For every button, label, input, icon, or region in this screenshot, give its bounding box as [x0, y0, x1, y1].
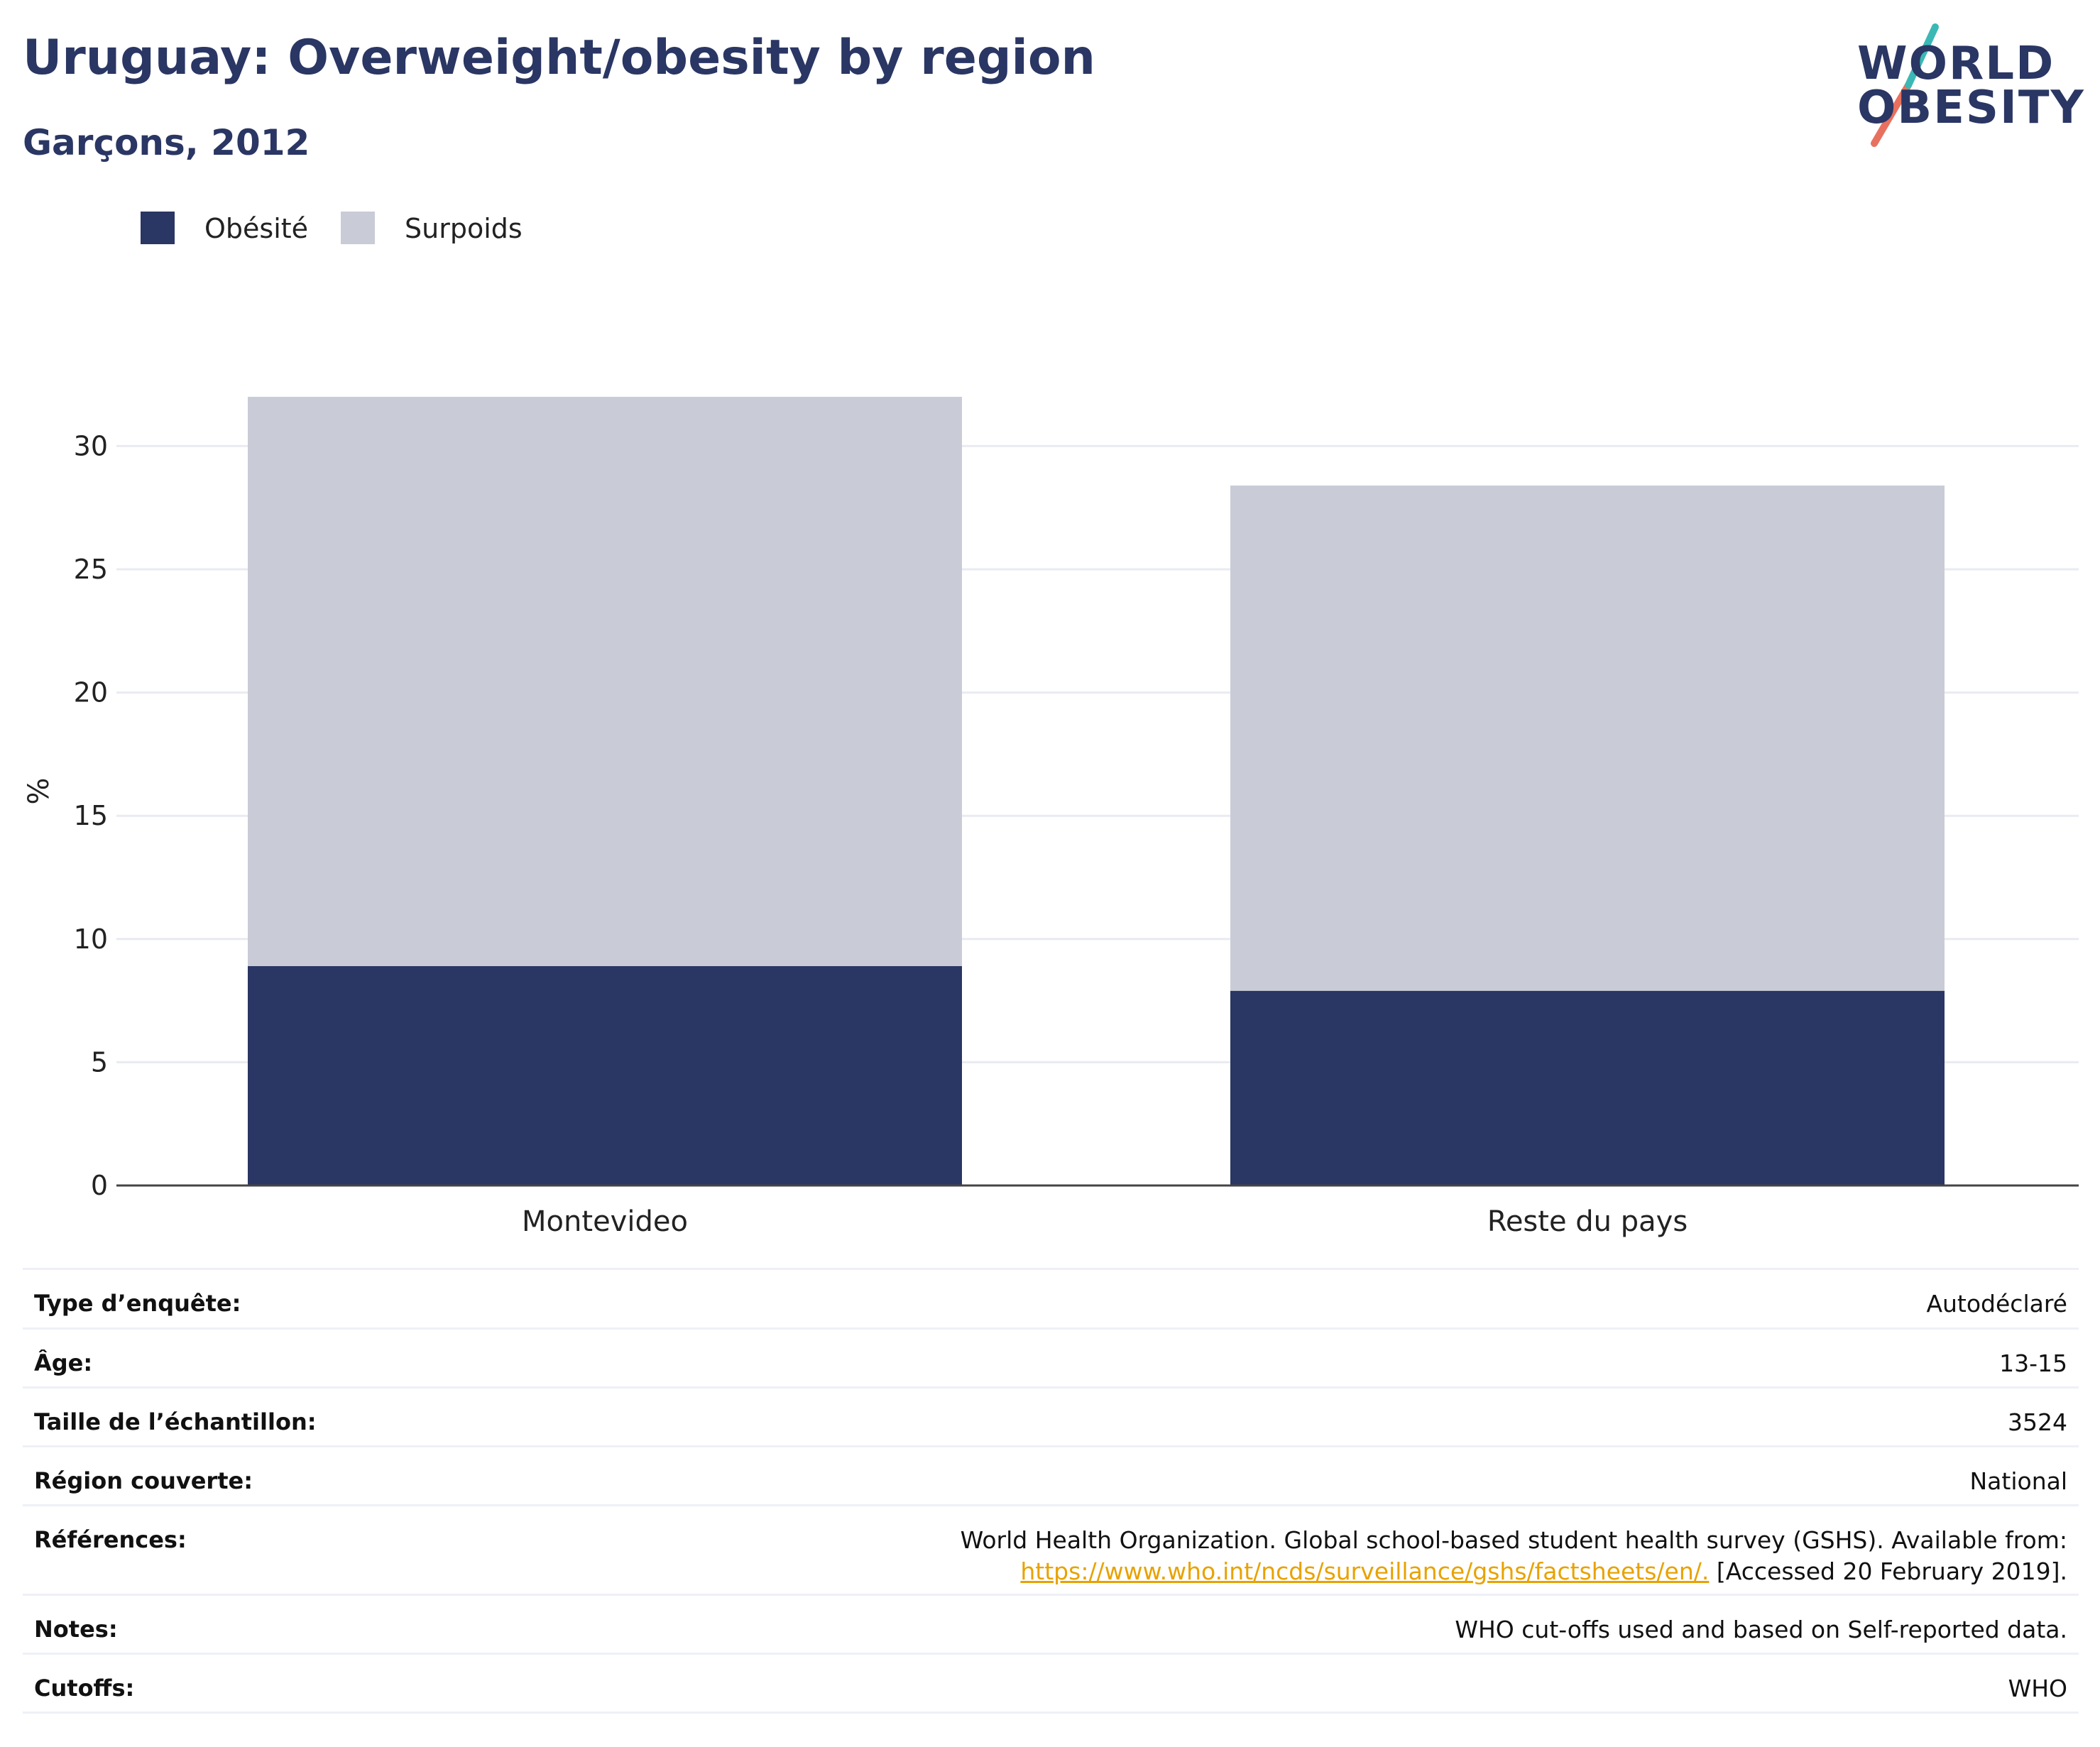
info-label-region: Région couverte:	[34, 1467, 253, 1494]
bar-segment	[1230, 990, 1945, 1185]
info-value-age: 13-15	[1999, 1349, 2067, 1377]
info-row-notes: Notes: WHO cut-offs used and based on Se…	[23, 1594, 2079, 1653]
y-tick-label: 25	[74, 554, 108, 585]
bar-segment	[248, 396, 962, 966]
y-tick-label: 10	[74, 924, 108, 955]
chart-title: Uruguay: Overweight/obesity by region	[23, 30, 1095, 86]
reference-link[interactable]: https://www.who.int/ncds/surveillance/gs…	[1020, 1557, 1710, 1585]
logo-line-world: WORLD	[1857, 38, 2055, 90]
x-tick-label: Montevideo	[522, 1205, 688, 1238]
info-value-references: World Health Organization. Global school…	[34, 1525, 2067, 1587]
y-tick-label: 30	[74, 430, 108, 461]
legend-label-surpoids: Surpoids	[405, 213, 523, 244]
reference-accessed: [Accessed 20 February 2019].	[1709, 1557, 2067, 1585]
y-axis-label: %	[23, 777, 55, 804]
info-value-survey-type: Autodéclaré	[1926, 1290, 2067, 1318]
info-row-cutoffs: Cutoffs: WHO	[23, 1653, 2079, 1714]
info-row-sample-size: Taille de l’échantillon: 3524	[23, 1386, 2079, 1445]
info-row-age: Âge: 13-15	[23, 1327, 2079, 1386]
x-tick-label: Reste du pays	[1487, 1205, 1688, 1238]
bar-segment	[248, 965, 962, 1185]
y-tick-label: 15	[74, 800, 108, 831]
info-value-notes: WHO cut-offs used and based on Self-repo…	[1455, 1616, 2067, 1643]
logo-line-obesity: OBESITY	[1857, 82, 2085, 134]
stacked-bar-chart: 0 5 10 15 20 25 30% Montevideo Reste du pays	[23, 396, 2079, 1238]
info-label-cutoffs: Cutoffs:	[34, 1675, 135, 1702]
reference-text: World Health Organization. Global school…	[960, 1526, 2067, 1554]
bar-segment	[1230, 485, 1945, 991]
world-obesity-logo: WORLD OBESITY	[1846, 14, 2087, 156]
info-label-age: Âge:	[34, 1349, 93, 1376]
survey-info-table: Type d’enquête: Autodéclaré Âge: 13-15 T…	[23, 1268, 2079, 1714]
chart-subtitle: Garçons, 2012	[23, 122, 310, 163]
legend-label-obesite: Obésité	[204, 213, 309, 244]
info-row-region: Région couverte: National	[23, 1445, 2079, 1504]
info-label-notes: Notes:	[34, 1616, 118, 1643]
y-tick-label: 5	[91, 1046, 108, 1078]
y-tick-label: 0	[91, 1170, 108, 1201]
info-value-cutoffs: WHO	[2008, 1675, 2067, 1702]
info-value-sample-size: 3524	[2008, 1408, 2067, 1436]
info-label-references: Références:	[34, 1526, 187, 1553]
legend-swatch-obesite	[141, 212, 175, 244]
info-row-survey-type: Type d’enquête: Autodéclaré	[23, 1268, 2079, 1327]
info-row-references: Références: World Health Organization. G…	[23, 1504, 2079, 1594]
info-label-sample-size: Taille de l’échantillon:	[34, 1408, 317, 1435]
logo-slash-icon	[1871, 23, 1939, 147]
legend-swatch-surpoids	[341, 212, 375, 244]
info-label-survey-type: Type d’enquête:	[34, 1290, 241, 1317]
reference-link-line: https://www.who.int/ncds/surveillance/gs…	[34, 1556, 2067, 1587]
y-tick-label: 20	[74, 677, 108, 708]
info-value-region: National	[1969, 1467, 2067, 1495]
